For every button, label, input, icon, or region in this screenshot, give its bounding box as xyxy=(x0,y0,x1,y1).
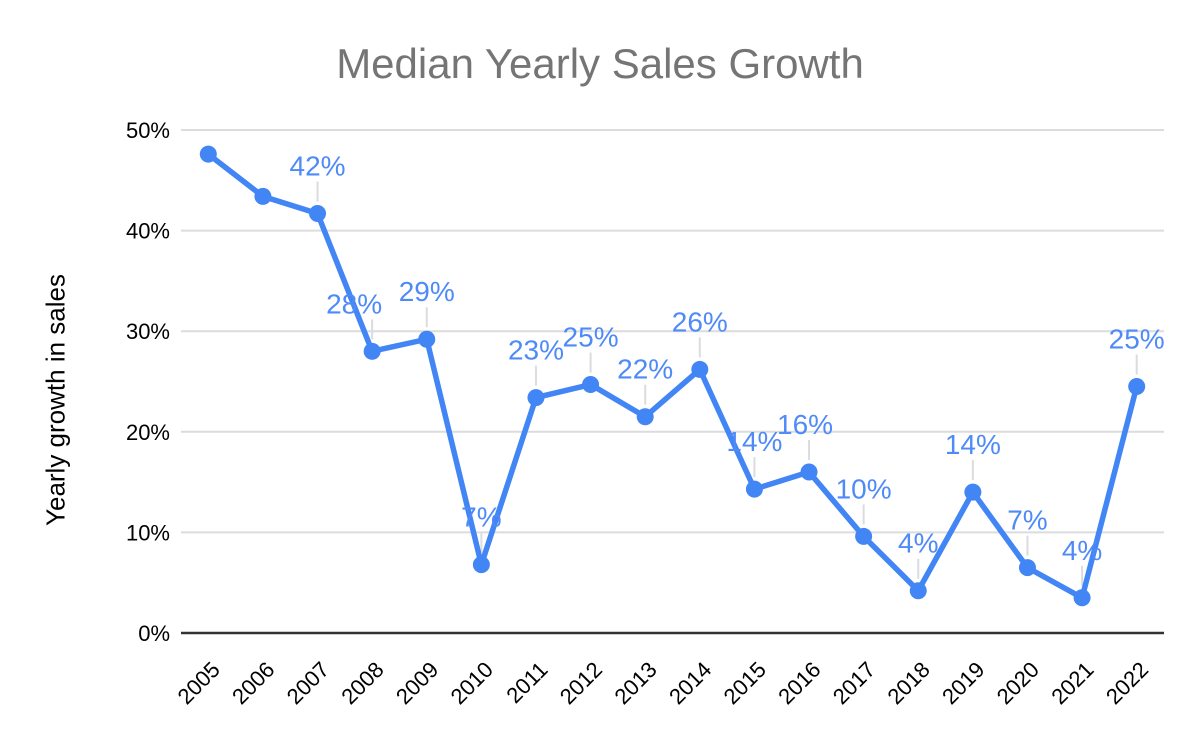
x-tick-label: 2014 xyxy=(664,657,716,709)
chart-title: Median Yearly Sales Growth xyxy=(336,40,864,87)
x-tick-label: 2021 xyxy=(1046,657,1098,709)
data-point xyxy=(363,342,381,360)
x-tick-label: 2011 xyxy=(501,657,552,708)
data-label: 16% xyxy=(777,409,833,440)
data-point xyxy=(1128,378,1146,396)
data-point xyxy=(1018,559,1036,577)
x-tick-label: 2020 xyxy=(992,657,1044,709)
y-tick-label: 10% xyxy=(126,520,170,545)
data-label: 29% xyxy=(399,276,455,307)
y-tick-label: 0% xyxy=(138,621,170,646)
x-tick-label: 2013 xyxy=(609,657,661,709)
x-tick-label: 2008 xyxy=(336,657,388,709)
data-point xyxy=(527,389,545,407)
data-point xyxy=(855,527,873,545)
x-tick-label: 2022 xyxy=(1101,657,1153,709)
x-tick-label: 2005 xyxy=(173,657,225,709)
y-tick-label: 50% xyxy=(126,118,170,143)
data-label: 28% xyxy=(326,288,382,319)
data-point xyxy=(745,480,763,498)
x-tick-label: 2015 xyxy=(719,657,771,709)
data-label: 25% xyxy=(1109,324,1165,355)
data-label: 7% xyxy=(1007,505,1047,536)
x-tick-label: 2006 xyxy=(227,657,279,709)
data-point xyxy=(472,556,490,574)
data-point xyxy=(964,483,982,501)
data-label: 4% xyxy=(1062,535,1102,566)
data-label: 14% xyxy=(726,426,782,457)
data-point xyxy=(909,582,927,600)
data-point xyxy=(636,408,654,426)
data-point xyxy=(199,145,217,163)
x-tick-label: 2016 xyxy=(773,657,825,709)
data-label: 4% xyxy=(898,528,938,559)
data-label: 7% xyxy=(461,502,501,533)
data-point xyxy=(800,463,818,481)
data-label: 25% xyxy=(563,322,619,353)
x-tick-label: 2019 xyxy=(937,657,989,709)
x-tick-label: 2010 xyxy=(446,657,498,709)
data-point xyxy=(254,187,272,205)
data-label: 22% xyxy=(617,354,673,385)
data-point xyxy=(418,330,436,348)
x-tick-label: 2009 xyxy=(391,657,443,709)
y-tick-label: 20% xyxy=(126,420,170,445)
x-tick-label: 2007 xyxy=(282,657,334,709)
data-point xyxy=(582,376,600,394)
data-label: 10% xyxy=(836,473,892,504)
data-point xyxy=(691,360,709,378)
data-label: 14% xyxy=(945,429,1001,460)
data-label: 42% xyxy=(290,150,346,181)
y-tick-label: 30% xyxy=(126,319,170,344)
x-tick-label: 2012 xyxy=(555,657,607,709)
x-tick-label: 2018 xyxy=(882,657,934,709)
data-label: 26% xyxy=(672,306,728,337)
data-point xyxy=(309,204,327,222)
series-line xyxy=(205,151,1140,601)
data-label: 23% xyxy=(508,335,564,366)
y-tick-label: 40% xyxy=(126,219,170,244)
x-tick-label: 2017 xyxy=(828,657,880,709)
data-point xyxy=(1073,589,1091,607)
